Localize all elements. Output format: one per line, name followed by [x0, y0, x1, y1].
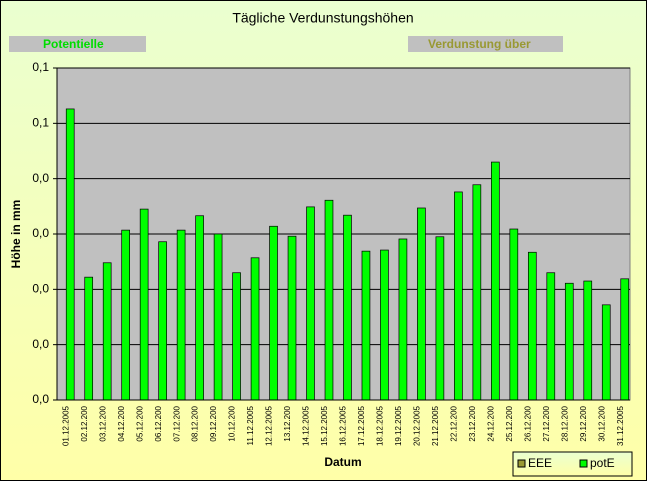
y-tick-label: 0,0: [32, 392, 49, 406]
x-tick-label: 17.12.2005: [357, 405, 366, 446]
x-tick-label: 08.12.200: [191, 405, 200, 441]
y-axis-label: Höhe in mm: [9, 200, 23, 269]
x-tick-label: 21.12.2005: [431, 405, 440, 446]
bar: [454, 191, 463, 401]
bar: [509, 228, 519, 401]
y-tick-label: 0,0: [32, 171, 49, 185]
legend: [512, 451, 633, 477]
bar: [324, 199, 334, 401]
bar: [361, 250, 371, 401]
x-tick-label: 29.12.200: [579, 405, 588, 441]
legend-swatch: [517, 459, 526, 468]
x-tick-label: 06.12.200: [154, 405, 163, 441]
y-tick-label: 0,1: [32, 116, 49, 130]
bar: [620, 278, 630, 401]
y-tick-label: 0,0: [32, 337, 49, 351]
x-tick-label: 24.12.200: [486, 405, 495, 441]
bar: [306, 206, 315, 401]
chart-title: Tägliche Verdunstungshöhen: [232, 10, 413, 26]
annotation: Potentielle: [43, 37, 104, 51]
x-tick-label: 19.12.2005: [394, 405, 403, 446]
y-tick-label: 0,0: [32, 226, 49, 240]
bar: [546, 272, 556, 401]
bar: [491, 161, 500, 401]
x-tick-label: 03.12.200: [98, 405, 107, 441]
legend-swatch: [579, 459, 588, 468]
x-tick-label: 01.12.2005: [61, 405, 70, 446]
x-tick-label: 04.12.200: [117, 405, 126, 441]
bar: [65, 108, 75, 401]
annotation-box: [408, 36, 563, 52]
x-tick-label: 13.12.200: [283, 405, 292, 441]
bar: [398, 238, 408, 401]
bar: [250, 257, 260, 401]
bar: [417, 207, 426, 401]
bar: [84, 276, 94, 401]
x-tick-label: 16.12.2005: [339, 405, 348, 446]
x-tick-label: 20.12.2005: [413, 405, 422, 446]
x-tick-label: 22.12.200: [450, 405, 459, 441]
y-tick-label: 0,0: [32, 282, 49, 296]
x-axis-label: Datum: [324, 455, 361, 469]
y-tick-label: 0,1: [32, 60, 49, 74]
bar: [343, 214, 352, 401]
bar: [269, 225, 278, 401]
bar: [232, 272, 241, 401]
x-tick-label: 26.12.200: [523, 405, 532, 441]
bar: [139, 208, 149, 401]
bar: [564, 282, 574, 401]
bar: [158, 241, 167, 401]
bar: [195, 215, 204, 401]
x-tick-label: 10.12.200: [228, 405, 237, 441]
bar: [527, 251, 537, 401]
x-tick-label: 07.12.200: [172, 405, 181, 441]
bar: [472, 184, 482, 401]
x-tick-label: 09.12.200: [209, 405, 218, 441]
legend-label: potE: [590, 456, 615, 470]
annotation-box: [9, 36, 146, 52]
x-tick-label: 12.12.2005: [265, 405, 274, 446]
x-tick-label: 05.12.200: [135, 405, 144, 441]
x-tick-label: 27.12.200: [542, 405, 551, 441]
x-tick-label: 25.12.200: [505, 405, 514, 441]
bar: [601, 304, 611, 401]
x-tick-label: 31.12.2005: [616, 405, 625, 446]
bar: [287, 235, 297, 401]
bar: [213, 233, 223, 401]
x-tick-label: 11.12.2005: [246, 405, 255, 445]
x-tick-label: 14.12.2005: [302, 405, 311, 446]
bar: [583, 280, 593, 401]
bar: [121, 229, 130, 401]
legend-label: EEE: [528, 456, 552, 470]
x-tick-label: 02.12.200: [80, 405, 89, 441]
x-tick-label: 18.12.2005: [376, 405, 385, 446]
x-tick-label: 15.12.2005: [320, 405, 329, 446]
x-tick-label: 23.12.200: [468, 405, 477, 441]
annotation: Verdunstung über: [428, 37, 531, 51]
x-tick-label: 30.12.200: [597, 405, 606, 441]
bar: [102, 262, 112, 401]
x-tick-label: 28.12.200: [560, 405, 569, 441]
bar: [435, 236, 445, 401]
bar: [176, 229, 186, 401]
bar: [380, 249, 389, 401]
